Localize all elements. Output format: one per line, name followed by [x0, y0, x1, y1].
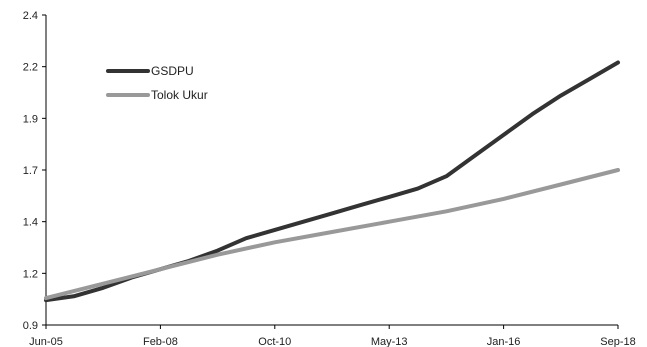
y-axis-ticks: 0.9 1.2 1.4 1.7 1.9 2.2 2.4: [23, 10, 46, 332]
y-tick-label: 1.9: [23, 113, 38, 125]
series-lines: [44, 60, 620, 303]
x-tick-label: Jun-05: [29, 336, 63, 347]
y-tick-label: 1.2: [23, 268, 38, 280]
series-line-tolok-ukur: [44, 168, 620, 301]
series-line-gsdpu: [44, 60, 620, 303]
y-tick-label: 2.2: [23, 62, 38, 74]
chart-legend: GSDPU Tolok Ukur: [106, 64, 208, 102]
y-tick-label: 1.7: [23, 165, 38, 177]
y-tick-label: 0.9: [23, 320, 38, 332]
x-axis-ticks: Jun-05 Feb-08 Oct-10 May-13 Jan-16 Sep-18: [29, 325, 636, 347]
x-tick-label: May-13: [371, 336, 408, 347]
x-tick-label: Sep-18: [600, 336, 635, 347]
y-tick-label: 1.4: [23, 217, 38, 229]
x-tick-label: Feb-08: [143, 336, 178, 347]
legend-label-gsdpu: GSDPU: [151, 64, 194, 78]
x-tick-label: Oct-10: [258, 336, 291, 347]
x-tick-label: Jan-16: [487, 336, 521, 347]
legend-label-tolok-ukur: Tolok Ukur: [151, 88, 208, 102]
y-tick-label: 2.4: [23, 10, 38, 22]
